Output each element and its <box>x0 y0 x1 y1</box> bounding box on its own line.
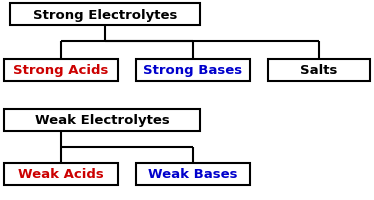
Text: Weak Electrolytes: Weak Electrolytes <box>35 114 169 127</box>
Text: Salts: Salts <box>300 64 338 77</box>
FancyBboxPatch shape <box>136 163 250 185</box>
FancyBboxPatch shape <box>10 4 200 26</box>
FancyBboxPatch shape <box>4 60 118 82</box>
FancyBboxPatch shape <box>4 163 118 185</box>
Text: Strong Bases: Strong Bases <box>144 64 243 77</box>
Text: Weak Acids: Weak Acids <box>18 168 104 181</box>
Text: Strong Acids: Strong Acids <box>13 64 109 77</box>
FancyBboxPatch shape <box>4 109 200 131</box>
FancyBboxPatch shape <box>136 60 250 82</box>
Text: Strong Electrolytes: Strong Electrolytes <box>33 8 177 21</box>
Text: Weak Bases: Weak Bases <box>148 168 238 181</box>
FancyBboxPatch shape <box>268 60 370 82</box>
